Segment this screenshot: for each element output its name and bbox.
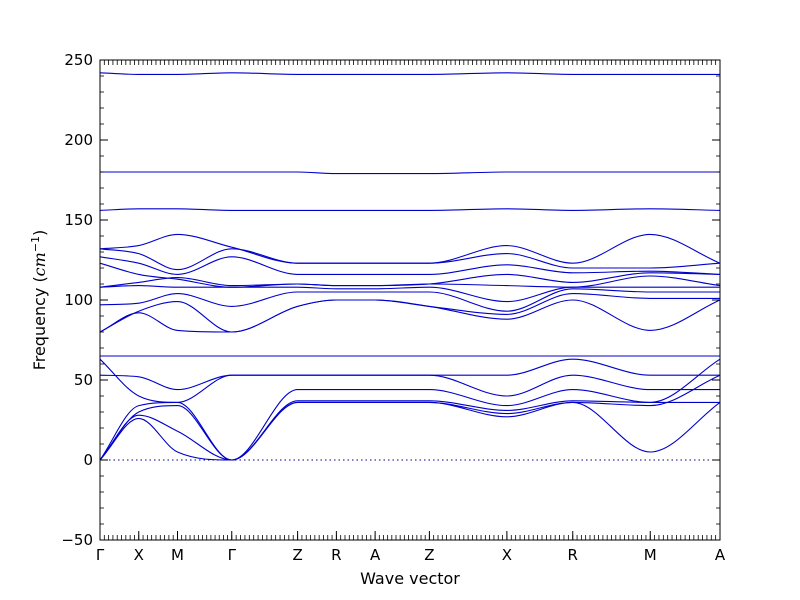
band-line-6 <box>99 358 720 391</box>
y-tick-label: 50 <box>74 371 93 389</box>
x-tick-label: X <box>502 546 512 564</box>
x-tick-label: R <box>331 546 341 564</box>
band-line-10 <box>99 288 720 312</box>
x-tick-label: Z <box>292 546 302 564</box>
y-tick-label: 200 <box>64 131 93 149</box>
band-line-11 <box>99 285 720 303</box>
band-line-13 <box>99 262 721 288</box>
x-tick-label: M <box>644 546 657 564</box>
band-line-2 <box>99 374 721 461</box>
y-axis: −50 0 50 100 150 200 250 <box>61 51 720 549</box>
y-tick-label: 0 <box>83 451 93 469</box>
band-line-17 <box>99 208 721 211</box>
y-axis-label-unit: cm <box>30 252 49 276</box>
band-line-19 <box>99 72 720 75</box>
x-tick-label: R <box>568 546 578 564</box>
band-line-3 <box>99 358 721 461</box>
y-axis-label-text: Frequency ( <box>30 276 49 370</box>
y-tick-label: 100 <box>64 291 93 309</box>
x-tick-label: M <box>171 546 184 564</box>
x-axis-label: Wave vector <box>360 569 460 588</box>
x-tick-label: Z <box>424 546 434 564</box>
y-tick-label: −50 <box>61 531 93 549</box>
x-tick-label: X <box>134 546 144 564</box>
x-tick-label: A <box>370 546 381 564</box>
band-line-9 <box>99 293 720 333</box>
y-axis-label-exponent: −1 <box>29 236 42 252</box>
band-line-16 <box>99 233 721 264</box>
x-tick-label: Γ <box>96 546 105 564</box>
y-axis-label: Frequency (cm−1) <box>29 230 49 371</box>
x-tick-label: A <box>715 546 726 564</box>
band-line-14 <box>99 256 721 275</box>
y-tick-label: 150 <box>64 211 93 229</box>
y-tick-label: 250 <box>64 51 93 69</box>
band-lines <box>99 72 721 461</box>
band-line-18 <box>99 171 720 175</box>
x-tick-label: Γ <box>228 546 237 564</box>
y-axis-label-close: ) <box>30 230 49 236</box>
